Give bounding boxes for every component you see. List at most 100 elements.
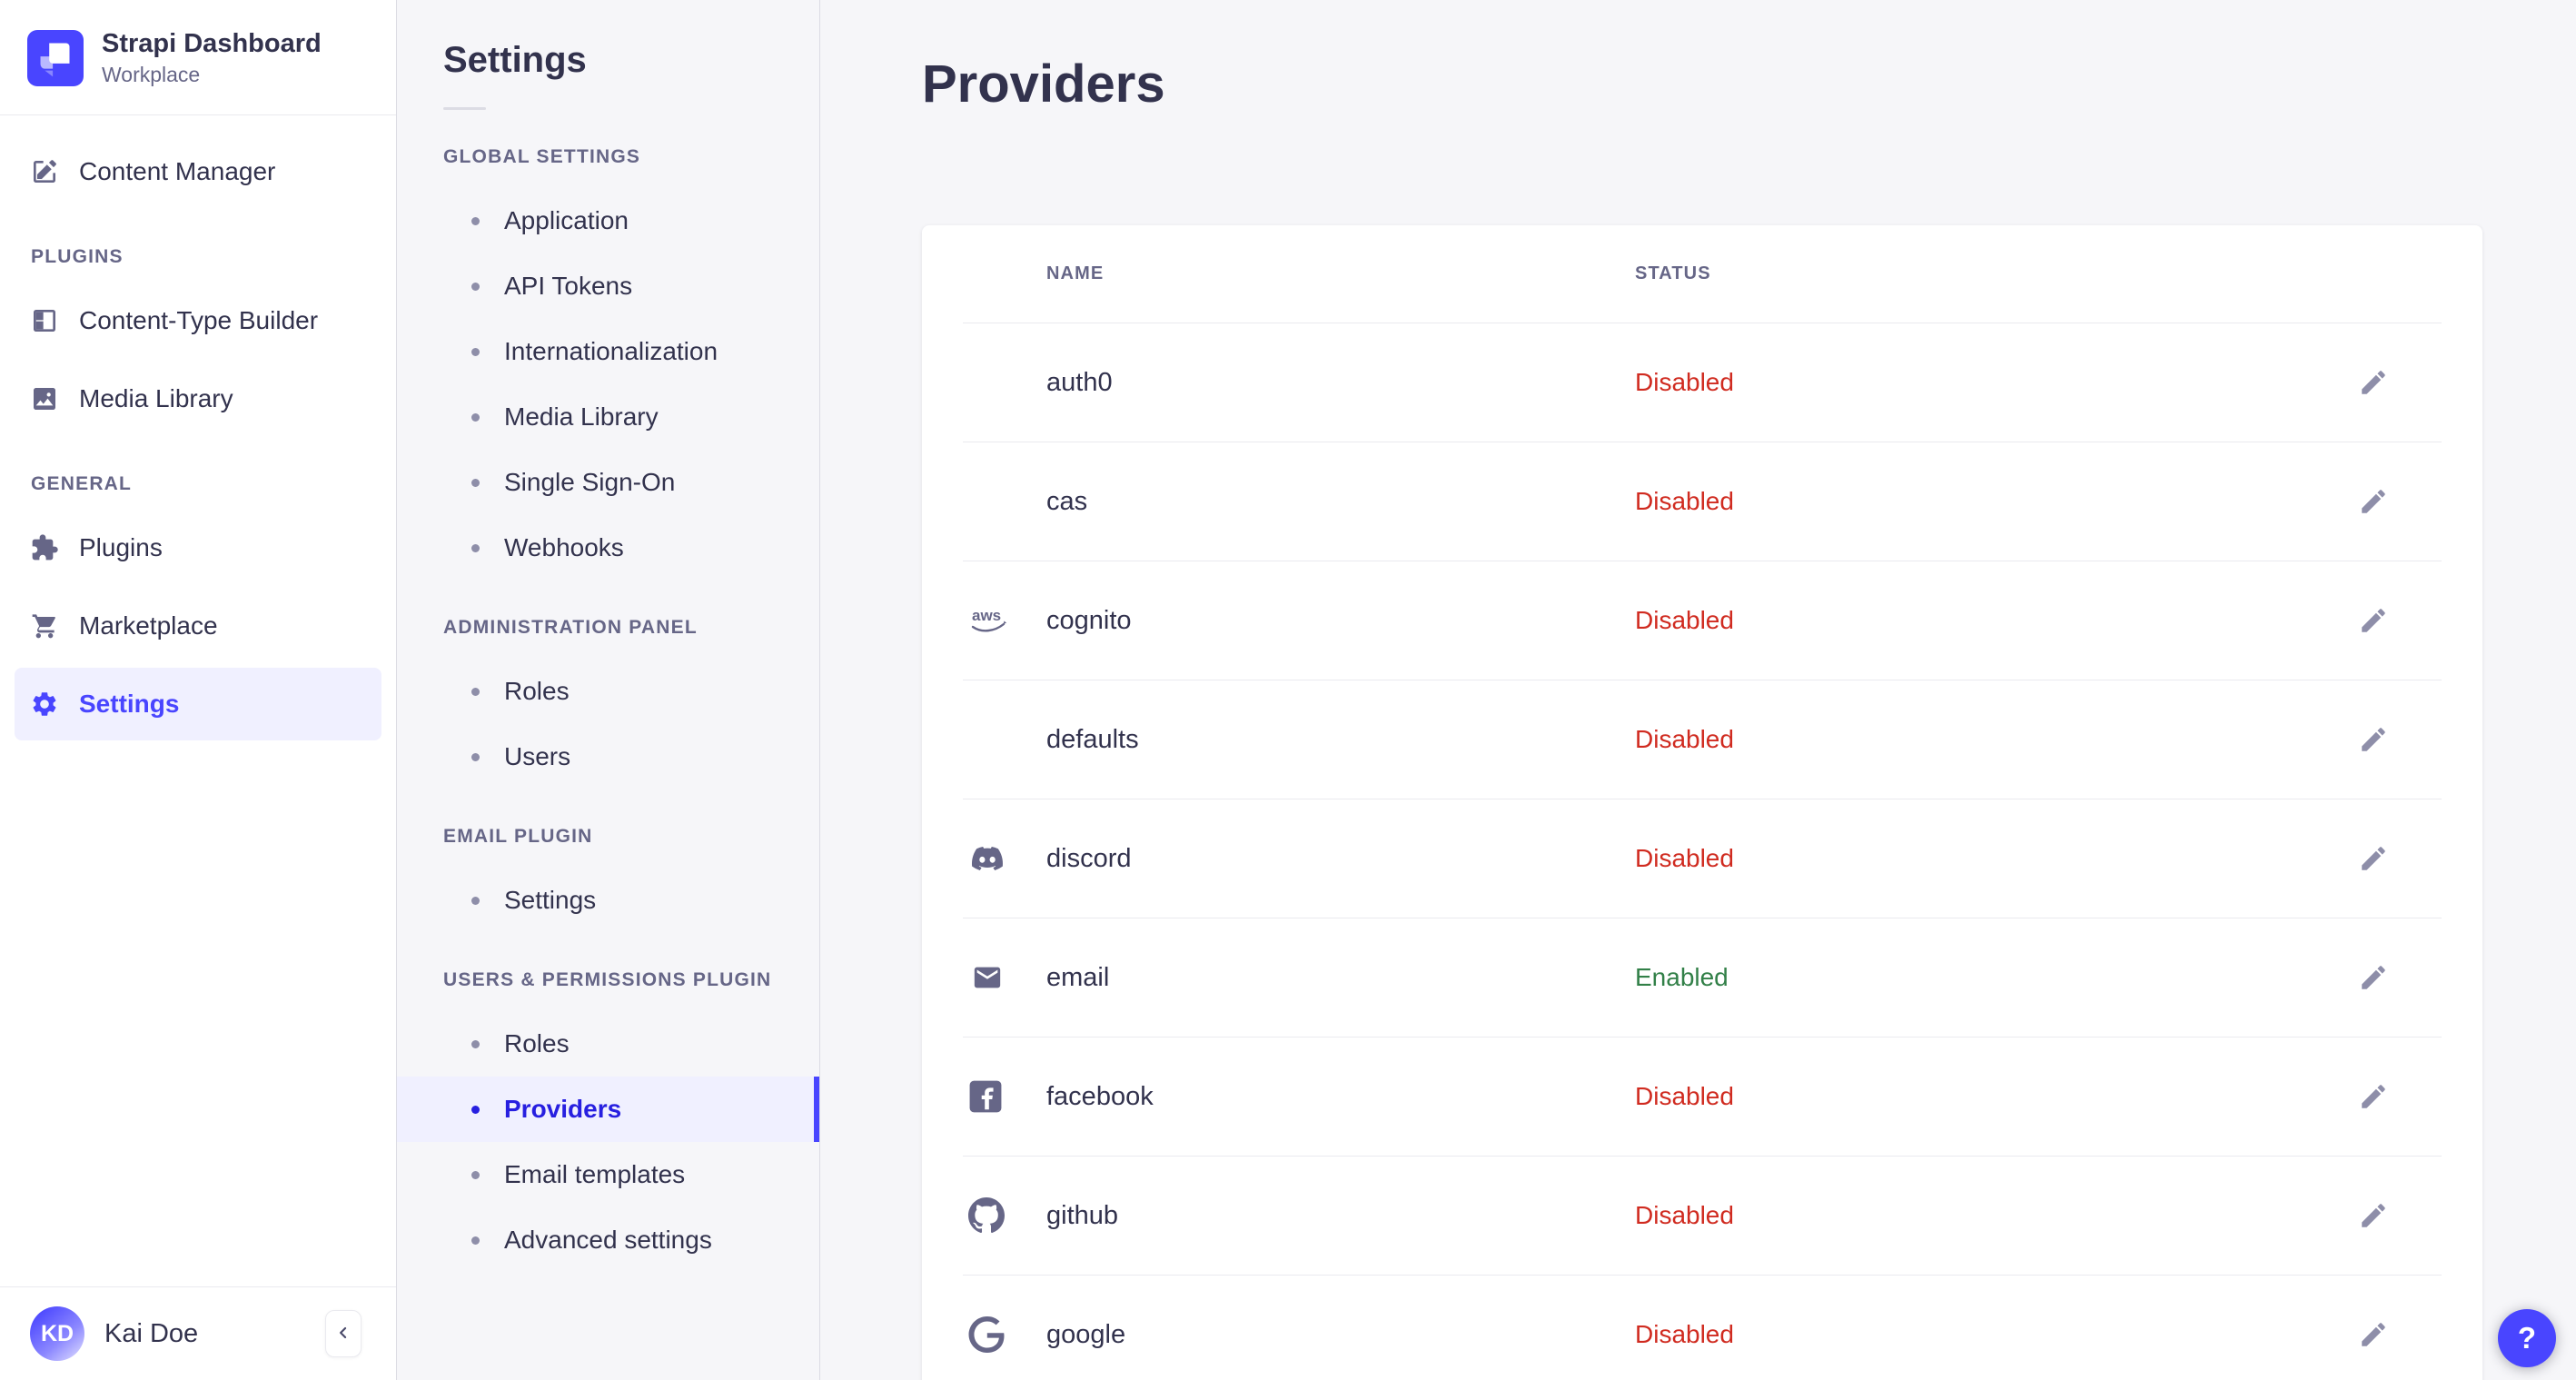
edit-provider-button[interactable] bbox=[2346, 1069, 2401, 1124]
column-header-status: STATUS bbox=[1635, 263, 1711, 283]
providers-table-card: NAME STATUS auth0 Disabled cas Disabled bbox=[922, 225, 2482, 1380]
subnav-item-email-templates[interactable]: Email templates bbox=[397, 1142, 819, 1207]
sidebar-item-plugins[interactable]: Plugins bbox=[15, 511, 381, 584]
pencil-icon bbox=[2362, 966, 2385, 989]
bullet-icon bbox=[471, 412, 480, 422]
status-badge: Disabled bbox=[1635, 1320, 1734, 1348]
table-row: github Disabled bbox=[963, 1157, 2442, 1276]
subnav-item-providers[interactable]: Providers bbox=[397, 1077, 819, 1142]
subnav-item-api-tokens[interactable]: API Tokens bbox=[397, 253, 819, 319]
provider-name: github bbox=[1046, 1200, 1119, 1230]
pencil-icon bbox=[2362, 609, 2385, 632]
edit-provider-button[interactable] bbox=[2346, 1188, 2401, 1243]
subnav-item-media-library[interactable]: Media Library bbox=[397, 384, 819, 450]
subnav-section-administration-panel: ADMINISTRATION PANEL bbox=[443, 617, 698, 638]
subnav-item-label: Users bbox=[504, 742, 571, 770]
edit-provider-button[interactable] bbox=[2346, 950, 2401, 1005]
bullet-icon bbox=[471, 752, 480, 761]
edit-provider-button[interactable] bbox=[2346, 593, 2401, 648]
sidebar-item-label: Marketplace bbox=[79, 611, 218, 640]
avatar[interactable]: KD bbox=[30, 1306, 84, 1361]
bullet-icon bbox=[471, 478, 480, 487]
subnav-divider bbox=[443, 107, 486, 110]
sidebar-item-content-type-builder[interactable]: Content-Type Builder bbox=[15, 284, 381, 357]
subnav-item-email-settings[interactable]: Settings bbox=[397, 868, 819, 933]
table-row: auth0 Disabled bbox=[963, 323, 2442, 442]
sidebar-item-settings[interactable]: Settings bbox=[15, 668, 381, 741]
subnav-item-application[interactable]: Application bbox=[397, 188, 819, 253]
sidebar-item-content-manager[interactable]: Content Manager bbox=[15, 135, 381, 208]
table-row: facebook Disabled bbox=[963, 1037, 2442, 1157]
bullet-icon bbox=[471, 543, 480, 552]
provider-name: cognito bbox=[1046, 605, 1132, 635]
table-row: email Enabled bbox=[963, 918, 2442, 1037]
subnav-item-label: API Tokens bbox=[504, 272, 633, 300]
settings-subnav: Settings GLOBAL SETTINGS Application API… bbox=[397, 0, 820, 1380]
strapi-logo-icon bbox=[27, 30, 84, 87]
help-button[interactable]: ? bbox=[2498, 1309, 2556, 1367]
sidebar-footer: KD Kai Doe bbox=[0, 1286, 396, 1380]
pencil-icon bbox=[2362, 847, 2385, 870]
main-content: Providers NAME STATUS auth0 Disabled c bbox=[820, 0, 2576, 1380]
subnav-item-advanced-settings[interactable]: Advanced settings bbox=[397, 1207, 819, 1273]
subnav-item-single-sign-on[interactable]: Single Sign-On bbox=[397, 450, 819, 515]
pencil-icon bbox=[2362, 1204, 2385, 1227]
table-header-row: NAME STATUS bbox=[963, 225, 2442, 323]
provider-name: email bbox=[1046, 962, 1110, 992]
plugins-icon bbox=[30, 533, 59, 562]
marketplace-icon bbox=[30, 611, 59, 640]
sidebar-item-label: Content Manager bbox=[79, 157, 276, 186]
bullet-icon bbox=[471, 347, 480, 356]
collapse-sidebar-button[interactable] bbox=[325, 1310, 362, 1357]
subnav-item-admin-roles[interactable]: Roles bbox=[397, 659, 819, 724]
subnav-item-label: Email templates bbox=[504, 1160, 686, 1188]
subnav-item-label: Providers bbox=[504, 1095, 622, 1123]
table-row: discord Disabled bbox=[963, 799, 2442, 918]
provider-name: auth0 bbox=[1046, 367, 1113, 397]
sidebar-item-label: Content-Type Builder bbox=[79, 306, 319, 335]
provider-name: defaults bbox=[1046, 724, 1139, 754]
subnav-item-label: Application bbox=[504, 206, 629, 234]
provider-name: discord bbox=[1046, 843, 1132, 873]
workspace-name: Workplace bbox=[102, 63, 201, 87]
edit-provider-button[interactable] bbox=[2346, 831, 2401, 886]
bullet-icon bbox=[471, 896, 480, 905]
subnav-item-label: Roles bbox=[504, 1029, 570, 1057]
sidebar-section-plugins: PLUGINS bbox=[31, 246, 124, 268]
edit-provider-button[interactable] bbox=[2346, 712, 2401, 767]
sidebar-section-general: GENERAL bbox=[31, 473, 133, 495]
edit-provider-button[interactable] bbox=[2346, 474, 2401, 529]
status-badge: Disabled bbox=[1635, 1201, 1734, 1229]
page-title: Providers bbox=[922, 55, 1165, 114]
pencil-icon bbox=[2362, 490, 2385, 513]
pencil-icon bbox=[2362, 1085, 2385, 1108]
subnav-item-internationalization[interactable]: Internationalization bbox=[397, 319, 819, 384]
subnav-item-webhooks[interactable]: Webhooks bbox=[397, 515, 819, 581]
subnav-section-global-settings: GLOBAL SETTINGS bbox=[443, 146, 641, 167]
status-badge: Disabled bbox=[1635, 725, 1734, 753]
edit-provider-button[interactable] bbox=[2346, 1307, 2401, 1362]
bullet-icon bbox=[471, 216, 480, 225]
sidebar-item-label: Media Library bbox=[79, 384, 233, 413]
app-title: Strapi Dashboard bbox=[102, 29, 322, 58]
pencil-icon bbox=[2362, 1323, 2385, 1346]
table-row: google Disabled bbox=[963, 1276, 2442, 1380]
sidebar-item-marketplace[interactable]: Marketplace bbox=[15, 590, 381, 662]
status-badge: Enabled bbox=[1635, 963, 1729, 991]
settings-icon bbox=[30, 690, 59, 719]
bullet-icon bbox=[471, 1039, 480, 1048]
edit-provider-button[interactable] bbox=[2346, 355, 2401, 410]
status-badge: Disabled bbox=[1635, 844, 1734, 872]
status-badge: Disabled bbox=[1635, 1082, 1734, 1110]
question-mark-icon: ? bbox=[2517, 1321, 2537, 1355]
sidebar-item-media-library[interactable]: Media Library bbox=[15, 362, 381, 435]
subnav-item-admin-users[interactable]: Users bbox=[397, 724, 819, 789]
user-name: Kai Doe bbox=[104, 1318, 199, 1348]
google-icon bbox=[968, 1316, 1005, 1353]
column-header-name: NAME bbox=[1046, 263, 1105, 283]
subnav-item-label: Webhooks bbox=[504, 533, 624, 561]
table-row: aws cognito Disabled bbox=[963, 561, 2442, 680]
aws-icon: aws bbox=[968, 605, 1010, 636]
subnav-item-up-roles[interactable]: Roles bbox=[397, 1011, 819, 1077]
subnav-item-label: Single Sign-On bbox=[504, 468, 676, 496]
